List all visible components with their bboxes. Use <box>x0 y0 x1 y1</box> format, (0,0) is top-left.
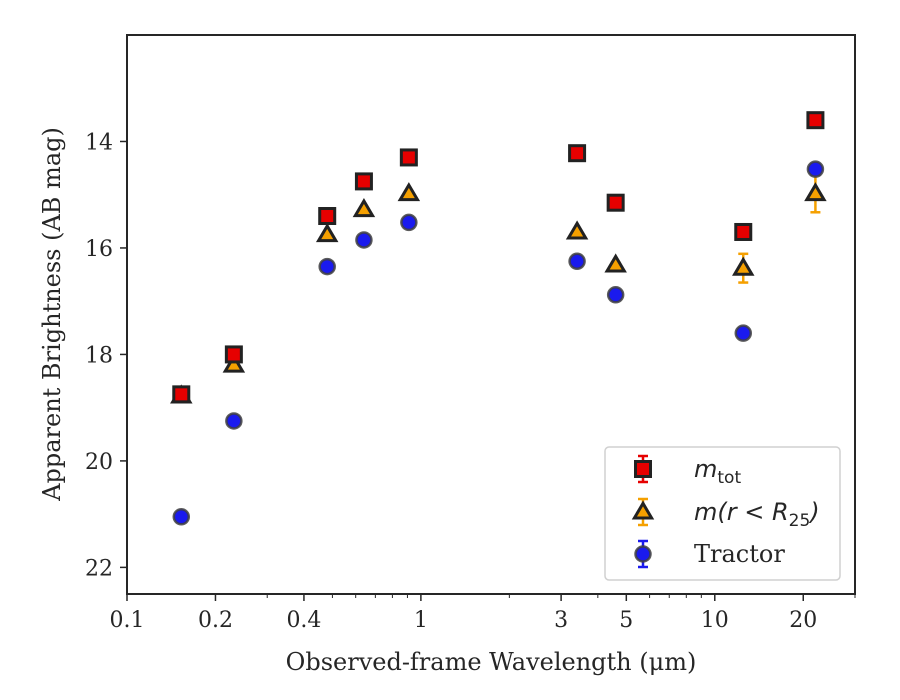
legend-mtot-label: mtot <box>694 455 741 488</box>
legend-label-base: Tractor <box>694 540 785 568</box>
legend-tractor-label: Tractor <box>694 540 785 568</box>
tractor-point <box>172 508 191 526</box>
x-tick-label: 5 <box>619 608 633 633</box>
legend-label-subscript: 25 <box>789 511 811 531</box>
x-tick-label: 20 <box>789 608 817 633</box>
legend-box <box>604 446 841 581</box>
x-tick-label: 10 <box>701 608 729 633</box>
data-marks <box>170 111 827 526</box>
legend-mr25-label: m(r < R25) <box>694 498 820 531</box>
mr25-point <box>315 223 339 243</box>
tractor-point <box>355 231 373 249</box>
mr25-point <box>804 182 827 202</box>
legend-label-tail: ) <box>808 498 819 526</box>
tractor-point <box>225 412 243 430</box>
y-axis-label: Apparent Brightness (AB mag) <box>38 127 66 502</box>
legend-mr25-marker <box>631 500 655 520</box>
mr25-point <box>732 256 755 276</box>
mr25-point <box>565 220 589 240</box>
legend-mtot-marker <box>634 460 652 478</box>
tractor-point <box>318 257 336 276</box>
y-tick-label: 14 <box>85 130 113 155</box>
mtot-point <box>806 111 825 130</box>
mtot-point <box>734 222 753 241</box>
y-tick-label: 18 <box>85 343 113 368</box>
tractor-point <box>400 213 418 232</box>
mtot-series <box>172 111 825 404</box>
x-tick-label: 0.1 <box>110 608 145 633</box>
mr25-point <box>604 253 627 273</box>
tractor-point <box>606 286 625 304</box>
legend-label-base: m(r < R <box>694 498 789 526</box>
mtot-point <box>399 148 418 167</box>
tractor-point <box>806 160 825 178</box>
x-tick-label: 0.2 <box>198 608 233 633</box>
tractor-point <box>568 252 586 271</box>
legend-label-subscript: tot <box>717 468 741 488</box>
y-tick-label: 20 <box>85 450 113 475</box>
plot-frame <box>126 34 856 595</box>
y-tick-label: 22 <box>85 556 113 581</box>
mr25-point <box>397 182 421 202</box>
x-tick-label: 3 <box>554 608 568 633</box>
axis-ticks: 0.1 0.2 0.4 1 3 5 10 20 14 16 18 20 22 <box>85 130 856 633</box>
mtot-point <box>568 144 587 163</box>
legend: mtot m(r < R25) Tractor <box>604 446 841 581</box>
x-tick-label: 0.4 <box>286 608 321 633</box>
legend-tractor-marker <box>634 545 652 563</box>
mtot-point <box>224 345 243 364</box>
mr25-series <box>170 173 827 404</box>
mtot-point <box>354 172 373 191</box>
x-tick-label: 1 <box>414 608 428 633</box>
mtot-point <box>606 193 625 212</box>
x-axis-label: Observed-frame Wavelength (μm) <box>286 648 697 676</box>
y-tick-label: 16 <box>85 237 113 262</box>
mr25-point <box>352 198 376 218</box>
legend-label-base: m <box>694 455 717 483</box>
tractor-point <box>734 324 753 342</box>
tractor-series <box>172 160 825 526</box>
mtot-point <box>318 207 337 226</box>
mr25-point <box>222 353 246 373</box>
mtot-point <box>172 385 191 404</box>
